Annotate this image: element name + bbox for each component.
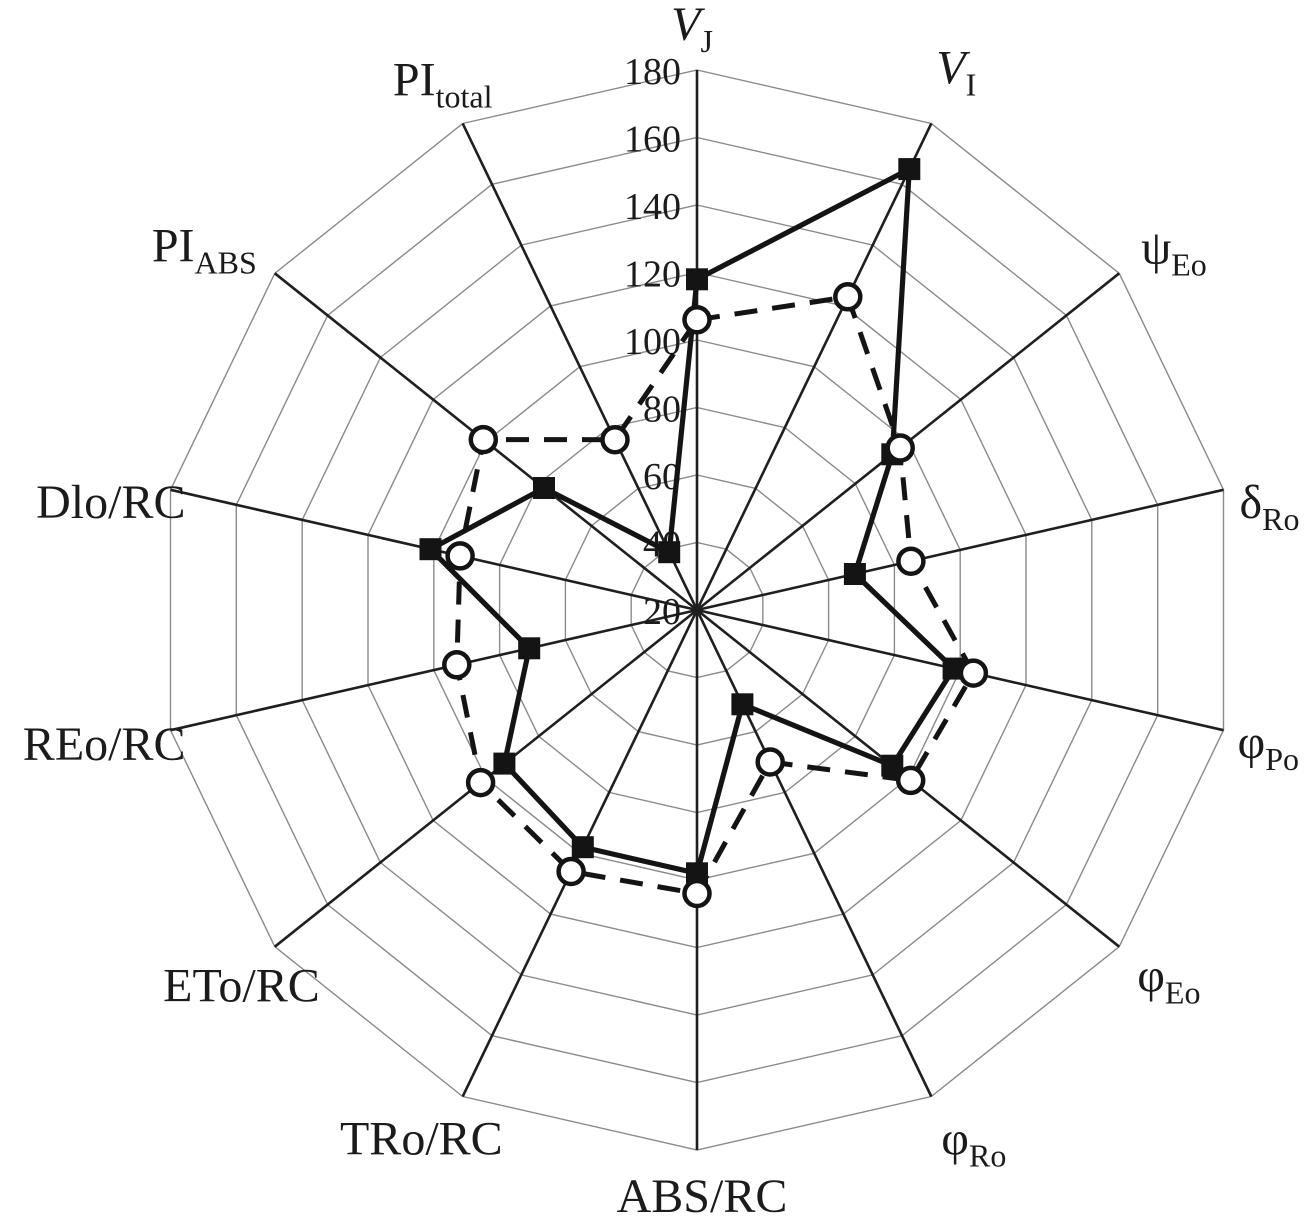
axis-label-v-j: VJ [671,0,713,59]
axis-label-psi-eo: ψEo [1141,221,1207,282]
axis-line-pi-total [461,122,699,611]
axis-line-phi-ro [695,609,933,1098]
marker-circle-v-i [833,282,863,312]
tick-label-20: 20 [643,591,681,633]
tick-label-80: 80 [643,389,681,431]
axis-label-eto-rc: ETo/RC [163,960,320,1013]
tick-label-160: 160 [624,119,681,161]
marker-circle-phi-po [958,658,989,688]
axis-label-reo-rc: REo/RC [23,718,186,771]
marker-square-v-j [686,268,708,291]
axis-label-pi-abs: PIABS [152,219,257,280]
axis-line-reo-rc [170,608,698,732]
marker-square-pi-total [658,541,681,564]
marker-square-phi-eo [881,754,904,777]
marker-circle-tro-rc [556,856,586,887]
axis-label-pi-total: PItotal [393,54,493,115]
axis-label-tro-rc: TRo/RC [340,1113,503,1166]
axis-line-delta-ro [696,488,1224,612]
marker-circle-reo-rc [442,650,472,680]
tick-label-120: 120 [624,254,681,296]
marker-square-phi-ro [731,693,754,716]
axis-label-abs-rc: ABS/RC [617,1170,788,1223]
marker-square-eto-rc [493,752,516,775]
marker-circle-abs-rc [682,878,712,909]
marker-circle-eto-rc [465,767,496,798]
tick-label-140: 140 [624,186,681,228]
axis-label-dlo-rc: Dlo/RC [36,476,185,529]
axis-label-v-i: VI [936,42,976,103]
marker-square-dlo-rc [419,538,442,561]
marker-circle-psi-eo [885,433,915,463]
marker-square-abs-rc [686,862,708,885]
marker-circle-delta-ro [896,546,926,576]
axis-label-delta-ro: δRo [1240,476,1300,537]
marker-square-tro-rc [571,836,594,859]
marker-square-reo-rc [518,637,541,660]
marker-circle-phi-eo [895,765,926,796]
axis-label-phi-eo: φEo [1137,950,1200,1011]
marker-circle-pi-abs [468,424,499,455]
tick-label-180: 180 [624,51,681,93]
marker-square-pi-abs [533,477,555,499]
marker-circle-phi-ro [755,747,785,777]
marker-square-delta-ro [843,563,866,585]
marker-circle-pi-total [600,424,630,455]
axis-line-v-i [695,122,933,611]
axis-label-phi-po: φPo [1238,716,1300,777]
marker-circle-v-j [682,305,712,335]
marker-circle-dlo-rc [445,541,475,571]
axis-label-phi-ro: φRo [941,1113,1006,1174]
marker-square-v-i [898,158,921,181]
